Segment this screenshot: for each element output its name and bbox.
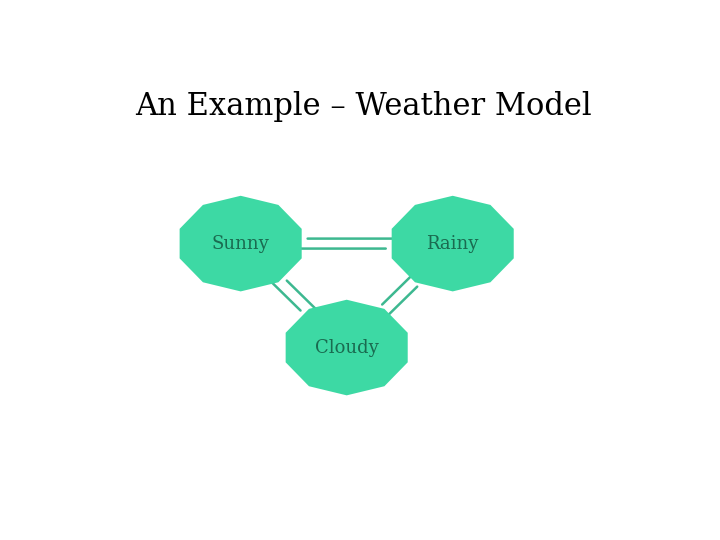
Polygon shape <box>179 196 302 292</box>
Text: Rainy: Rainy <box>426 234 479 253</box>
Polygon shape <box>392 196 514 292</box>
Polygon shape <box>286 300 408 395</box>
Text: Cloudy: Cloudy <box>315 339 379 356</box>
Text: Sunny: Sunny <box>212 234 269 253</box>
Text: An Example – Weather Model: An Example – Weather Model <box>135 91 591 122</box>
